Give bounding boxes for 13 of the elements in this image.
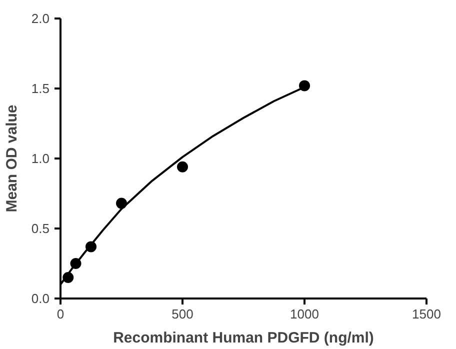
- point: [177, 161, 188, 172]
- x-tick-label: 0: [56, 306, 64, 322]
- x-axis-title: Recombinant Human PDGFD (ng/ml): [113, 330, 374, 346]
- x-tick-label: 500: [172, 306, 194, 322]
- y-tick-label: 1.0: [31, 151, 50, 166]
- y-tick-label: 0.0: [31, 291, 50, 306]
- y-axis-title: Mean OD value: [3, 104, 20, 212]
- y-tick-label: 1.5: [31, 81, 50, 96]
- x-tick-label: 1000: [290, 306, 319, 322]
- x-tick-label: 1500: [412, 306, 441, 322]
- y-tick-label: 2.0: [31, 11, 50, 26]
- y-tick-label: 0.5: [31, 221, 50, 236]
- point: [299, 80, 310, 92]
